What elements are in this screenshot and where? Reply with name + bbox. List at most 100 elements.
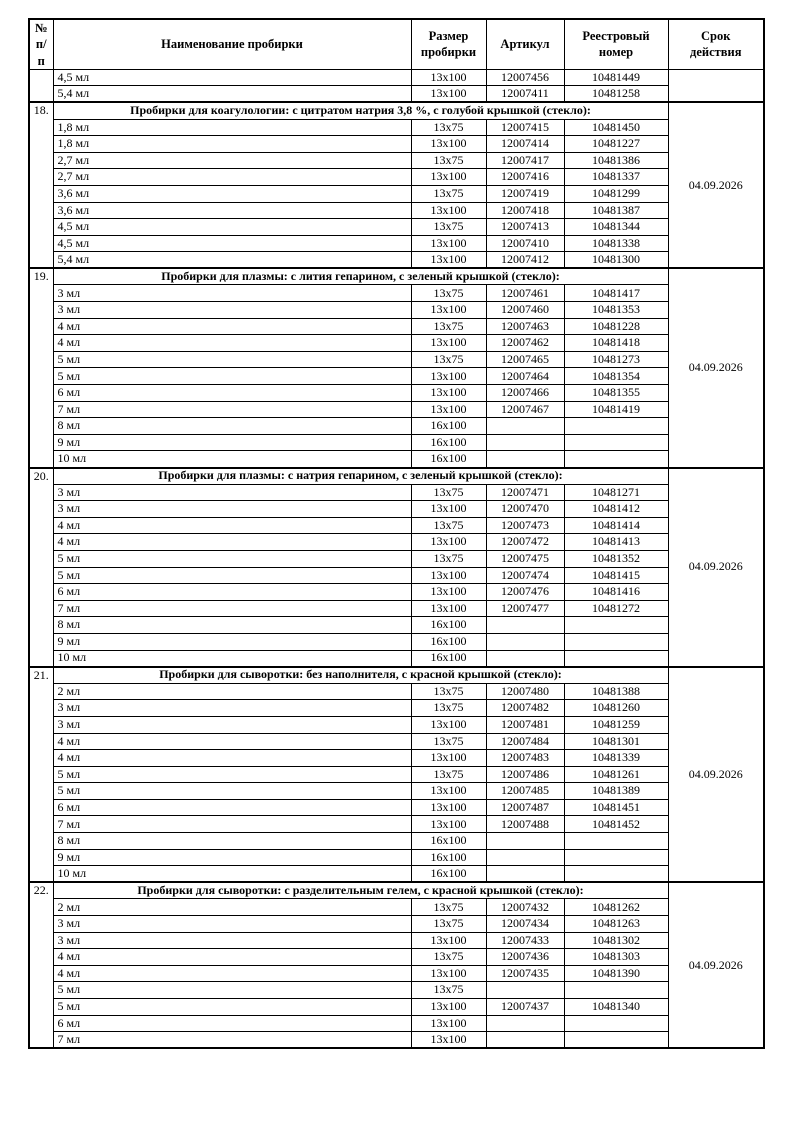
row-name: 7 мл: [52, 1031, 412, 1049]
row-size: 16x100: [410, 649, 487, 668]
section-title: Пробирки для сыворотки: без наполнителя,…: [52, 665, 669, 684]
row-article: 12007436: [485, 948, 565, 966]
row-registry: 10481301: [563, 732, 669, 751]
row-article: 12007474: [485, 566, 565, 585]
row-article: 12007472: [485, 533, 565, 551]
table-row: 10 мл 16x100: [29, 865, 764, 883]
row-registry: [563, 417, 669, 435]
row-article: [485, 450, 565, 468]
row-size: 13x75: [410, 732, 487, 751]
table-row: 7 мл 13x100 12007488 10481452: [29, 815, 764, 834]
row-name: 1,8 мл: [52, 118, 412, 137]
row-article: [485, 832, 565, 850]
row-size: 13x75: [410, 549, 487, 568]
section-number: 20.: [28, 466, 54, 668]
validity-date: 04.09.2026: [667, 881, 765, 1049]
row-article: 12007417: [485, 151, 565, 170]
row-article: 12007434: [485, 915, 565, 933]
row-size: 13x100: [410, 749, 487, 767]
table-row: 3,6 мл 13x75 12007419 10481299: [29, 184, 764, 203]
row-article: 12007476: [485, 583, 565, 601]
row-size: 16x100: [410, 450, 487, 468]
section-number: 21.: [28, 665, 54, 883]
row-name: 5 мл: [52, 566, 412, 585]
row-size: 16x100: [410, 832, 487, 850]
row-article: [485, 848, 565, 867]
row-size: 13x100: [410, 68, 487, 87]
row-registry: [563, 1014, 669, 1033]
table-row: 6 мл 13x100 12007487 10481451: [29, 798, 764, 817]
row-article: 12007411: [485, 85, 565, 103]
row-size: 13x75: [410, 898, 487, 917]
table-row: 5 мл 13x75 12007465 10481273: [29, 350, 764, 369]
row-article: 12007487: [485, 798, 565, 817]
row-size: 13x75: [410, 284, 487, 303]
table-row: 4 мл 13x75 12007436 10481303: [29, 948, 764, 966]
row-name: 6 мл: [52, 583, 412, 601]
table-header-row: № п/п Наименование пробирки Размер проби…: [28, 18, 765, 70]
table-row: 1,8 мл 13x100 12007414 10481227: [29, 135, 764, 153]
table-row: 3 мл 13x75 12007471 10481271: [29, 483, 764, 502]
row-size: 13x100: [410, 384, 487, 402]
row-size: 13x100: [410, 85, 487, 103]
row-registry: 10481300: [563, 251, 669, 269]
row-name: 8 мл: [52, 832, 412, 850]
row-article: [485, 632, 565, 651]
col-header-article: Артикул: [485, 18, 565, 70]
row-name: 5 мл: [52, 981, 412, 999]
section-header-row: 18. Пробирки для коагулологии: с цитратом…: [28, 101, 765, 269]
row-article: 12007410: [485, 234, 565, 253]
table-row: 10 мл 16x100: [29, 649, 764, 668]
table-row: 3 мл 13x75 12007461 10481417: [29, 284, 764, 303]
table-row: 4,5 мл 13x75 12007413 10481344: [29, 218, 764, 236]
row-registry: 10481415: [563, 566, 669, 585]
row-name: 3,6 мл: [52, 201, 412, 220]
row-name: 6 мл: [52, 1014, 412, 1033]
row-name: 5 мл: [52, 350, 412, 369]
row-size: 16x100: [410, 417, 487, 435]
table-row: 2,7 мл 13x100 12007416 10481337: [29, 168, 764, 186]
row-article: 12007415: [485, 118, 565, 137]
row-name: 3,6 мл: [52, 184, 412, 203]
row-registry: [563, 616, 669, 634]
table-row: 8 мл 16x100: [29, 616, 764, 634]
row-name: 2,7 мл: [52, 151, 412, 170]
row-registry: 10481299: [563, 184, 669, 203]
section-title: Пробирки для плазмы: с натрия гепарином,…: [52, 466, 669, 485]
row-name: 9 мл: [52, 433, 412, 452]
row-registry: [563, 865, 669, 883]
row-name: 4,5 мл: [52, 218, 412, 236]
row-registry: 10481417: [563, 284, 669, 303]
row-size: 13x75: [410, 981, 487, 999]
col-header-number: № п/п: [28, 18, 54, 70]
row-article: 12007432: [485, 898, 565, 917]
row-registry: 10481260: [563, 699, 669, 717]
row-article: 12007480: [485, 682, 565, 701]
row-name: 9 мл: [52, 632, 412, 651]
row-registry: 10481386: [563, 151, 669, 170]
row-registry: 10481352: [563, 549, 669, 568]
row-registry: [563, 981, 669, 999]
row-registry: 10481450: [563, 118, 669, 137]
row-size: 13x75: [410, 184, 487, 203]
row-name: 3 мл: [52, 699, 412, 717]
table-row: 5 мл 13x100 12007437 10481340: [29, 998, 764, 1016]
row-name: 4 мл: [52, 334, 412, 352]
row-name: 5 мл: [52, 549, 412, 568]
table-row: 5 мл 13x100 12007464 10481354: [29, 367, 764, 386]
row-size: 13x100: [410, 798, 487, 817]
row-size: 13x100: [410, 251, 487, 269]
row-registry: 10481451: [563, 798, 669, 817]
row-name: 9 мл: [52, 848, 412, 867]
row-article: 12007470: [485, 500, 565, 518]
row-name: 7 мл: [52, 815, 412, 834]
row-article: 12007483: [485, 749, 565, 767]
table-row: 3 мл 13x100 12007481 10481259: [29, 715, 764, 734]
row-size: 13x75: [410, 218, 487, 236]
table-row: 6 мл 13x100: [29, 1014, 764, 1033]
row-name: 3 мл: [52, 915, 412, 933]
row-article: 12007477: [485, 599, 565, 618]
row-name: 4 мл: [52, 732, 412, 751]
row-name: 5 мл: [52, 765, 412, 784]
